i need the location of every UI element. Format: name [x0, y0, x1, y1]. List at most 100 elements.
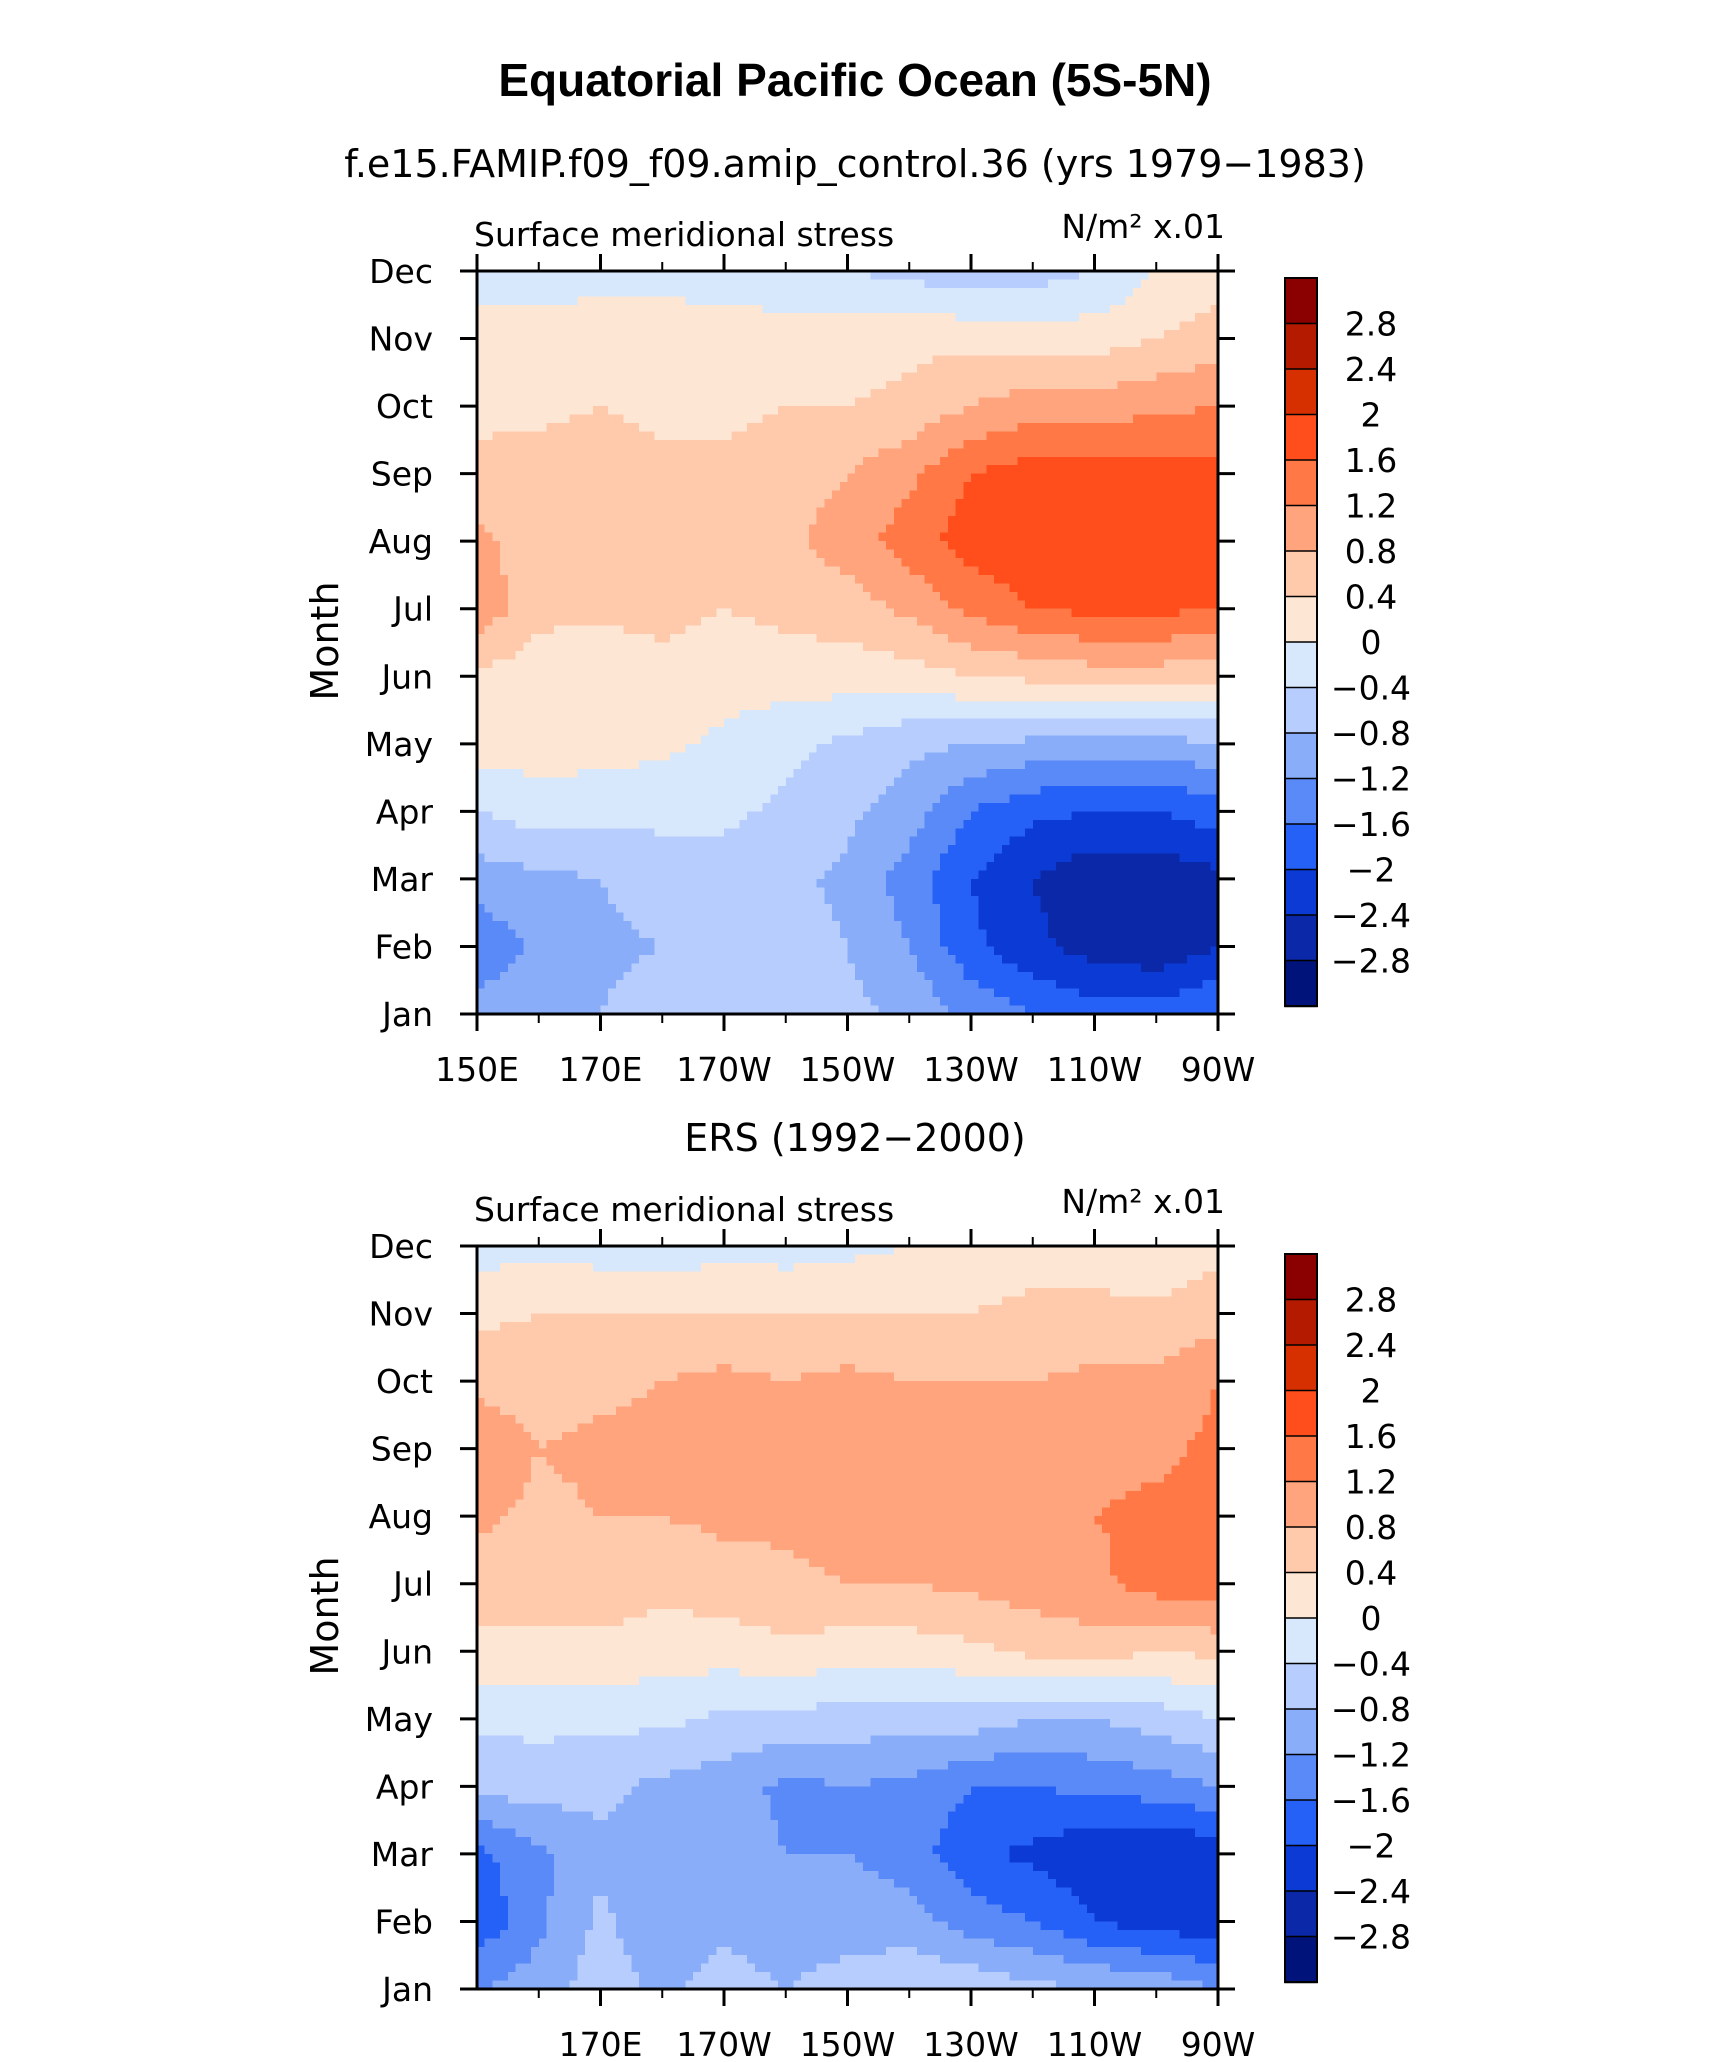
- heatmap-cell: [839, 338, 849, 348]
- heatmap-cell: [901, 456, 910, 466]
- heatmap-cell: [940, 296, 949, 306]
- heatmap-cell: [816, 558, 825, 568]
- heatmap-cell: [1048, 287, 1057, 297]
- heatmap-cell: [500, 482, 509, 492]
- heatmap-cell: [592, 659, 602, 669]
- heatmap-cell: [531, 498, 540, 509]
- heatmap-cell: [785, 439, 795, 449]
- heatmap-cell: [924, 406, 934, 416]
- heatmap-cell: [1001, 701, 1011, 711]
- heatmap-cell: [901, 287, 910, 297]
- heatmap-cell: [1179, 271, 1188, 281]
- heatmap-cell: [538, 676, 548, 686]
- heatmap-cell: [1171, 659, 1181, 669]
- heatmap-cell: [1202, 583, 1211, 593]
- heatmap-cell: [716, 321, 725, 331]
- heatmap-cell: [816, 465, 825, 475]
- heatmap-cell: [947, 422, 957, 433]
- heatmap-cell: [1171, 524, 1181, 534]
- heatmap-cell: [1025, 439, 1034, 449]
- heatmap-cell: [793, 473, 802, 483]
- heatmap-cell: [847, 271, 856, 281]
- heatmap-cell: [986, 524, 995, 534]
- heatmap-cell: [778, 473, 787, 483]
- heatmap-cell: [716, 650, 725, 660]
- heatmap-cell: [662, 617, 671, 627]
- heatmap-cell: [901, 583, 910, 593]
- heatmap-cell: [778, 304, 787, 314]
- heatmap-cell: [963, 549, 972, 559]
- heatmap-cell: [669, 617, 679, 627]
- heatmap-cell: [1140, 363, 1150, 373]
- heatmap-cell: [878, 507, 887, 517]
- heatmap-cell: [546, 389, 555, 399]
- heatmap-cell: [1071, 330, 1080, 340]
- heatmap-cell: [1125, 482, 1134, 492]
- heatmap-cell: [1048, 625, 1057, 635]
- heatmap-cell: [1210, 422, 1219, 433]
- heatmap-cell: [1148, 304, 1157, 314]
- heatmap-cell: [1032, 676, 1042, 686]
- heatmap-cell: [1086, 431, 1096, 441]
- heatmap-cell: [1163, 583, 1173, 593]
- heatmap-cell: [847, 313, 856, 323]
- heatmap-cell: [1133, 304, 1142, 314]
- heatmap-cell: [947, 372, 957, 382]
- heatmap-cell: [824, 456, 833, 466]
- heatmap-cell: [947, 465, 957, 475]
- heatmap-cell: [1001, 456, 1011, 466]
- heatmap-cell: [1187, 363, 1196, 373]
- heatmap-cell: [569, 524, 578, 534]
- heatmap-cell: [631, 313, 640, 323]
- heatmap-cell: [592, 566, 602, 576]
- heatmap-cell: [1079, 338, 1088, 348]
- heatmap-cell: [538, 634, 548, 644]
- heatmap-cell: [963, 676, 972, 686]
- heatmap-cell: [538, 304, 548, 314]
- heatmap-cell: [1017, 659, 1026, 669]
- heatmap-cell: [615, 422, 625, 433]
- heatmap-cell: [1109, 676, 1119, 686]
- heatmap-cell: [770, 346, 779, 357]
- heatmap-cell: [615, 448, 625, 458]
- heatmap-cell: [870, 574, 879, 584]
- heatmap-cell: [816, 490, 825, 500]
- heatmap-cell: [1171, 422, 1181, 433]
- heatmap-cell: [739, 684, 748, 694]
- heatmap-cell: [778, 313, 787, 323]
- heatmap-cell: [492, 558, 501, 568]
- heatmap-cell: [600, 676, 609, 686]
- heatmap-cell: [623, 279, 632, 289]
- heatmap-cell: [1032, 296, 1042, 306]
- heatmap-cell: [971, 625, 980, 635]
- heatmap-cell: [631, 330, 640, 340]
- heatmap-cell: [739, 482, 748, 492]
- heatmap-cell: [832, 650, 841, 660]
- heatmap-cell: [1086, 473, 1096, 483]
- heatmap-cell: [1025, 608, 1034, 618]
- heatmap-cell: [507, 693, 517, 703]
- heatmap-cell: [747, 650, 756, 660]
- heatmap-cell: [1140, 422, 1150, 433]
- heatmap-cell: [824, 507, 833, 517]
- heatmap-cell: [585, 693, 594, 703]
- heatmap-cell: [901, 431, 910, 441]
- heatmap-cell: [1109, 271, 1119, 281]
- heatmap-cell: [1202, 600, 1211, 610]
- heatmap-cell: [615, 634, 625, 644]
- heatmap-cell: [569, 574, 578, 584]
- heatmap-cell: [1163, 600, 1173, 610]
- heatmap-cell: [685, 659, 694, 669]
- heatmap-cell: [1001, 448, 1011, 458]
- heatmap-cell: [1109, 532, 1119, 542]
- heatmap-cell: [561, 676, 571, 686]
- heatmap-cell: [639, 600, 648, 610]
- heatmap-cell: [1156, 389, 1165, 399]
- heatmap-cell: [708, 566, 717, 576]
- heatmap-cell: [978, 346, 988, 357]
- heatmap-cell: [886, 355, 895, 365]
- heatmap-cell: [1032, 507, 1042, 517]
- heatmap-cell: [577, 498, 586, 509]
- heatmap-cell: [654, 650, 663, 660]
- heatmap-cell: [523, 465, 532, 475]
